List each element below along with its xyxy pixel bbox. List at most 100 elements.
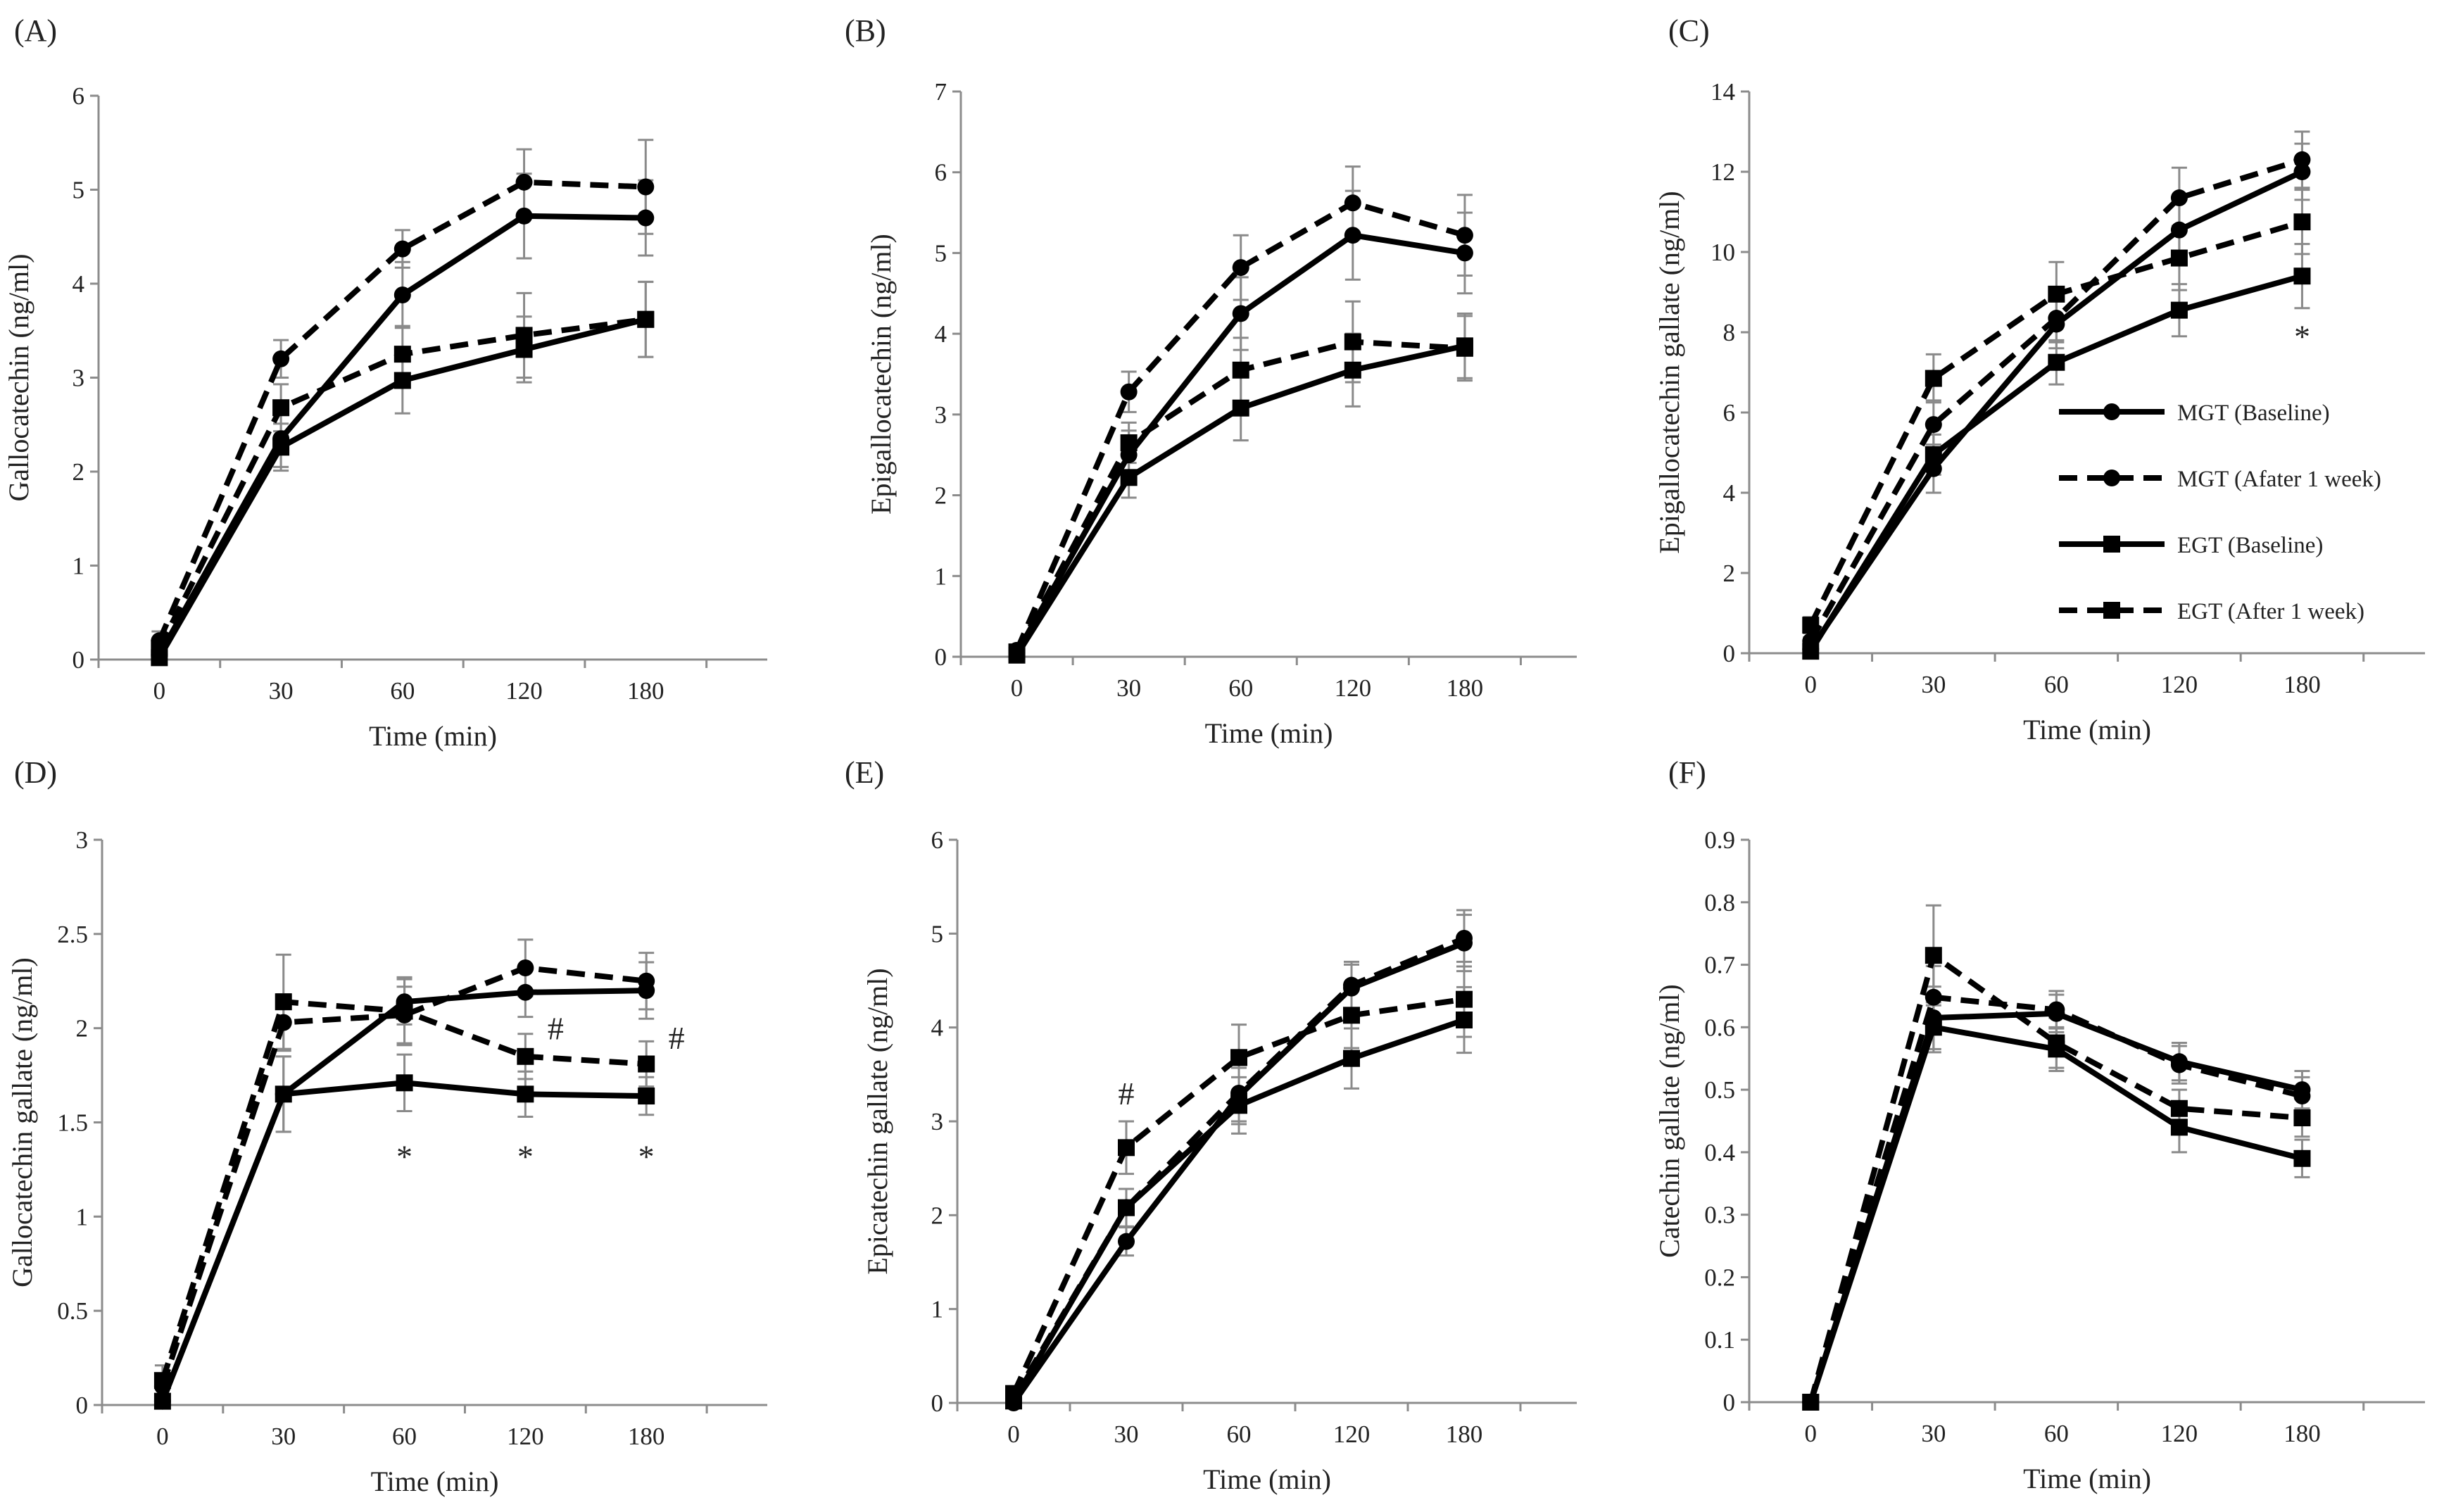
y-tick-label: 4: [931, 1014, 944, 1042]
data-point-mgt_base: [1232, 305, 1249, 322]
data-point-egt_week: [637, 310, 655, 328]
y-tick-label: 0.1: [1704, 1326, 1735, 1354]
data-point-egt_week: [275, 993, 292, 1011]
data-point-egt_base: [1925, 1019, 1942, 1036]
x-axis-title: Time (min): [1203, 1463, 1331, 1495]
y-tick-label: 8: [1723, 319, 1736, 346]
data-point-egt_week: [2048, 1034, 2065, 1052]
data-point-egt_base: [153, 1392, 171, 1410]
legend-entry-mgt_base: MGT (Baseline): [2059, 401, 2330, 426]
data-point-egt_week: [1230, 1049, 1247, 1066]
y-tick-label: 0: [76, 1392, 89, 1419]
data-point-egt_base: [515, 341, 533, 358]
data-point-egt_base: [1232, 399, 1249, 417]
data-point-egt_base: [2293, 267, 2311, 285]
data-point-egt_week: [1120, 434, 1138, 452]
y-axis-title: Epigallocatechin gallate (ng/ml): [1654, 191, 1685, 553]
data-point-egt_week: [1344, 333, 1361, 351]
data-point-mgt_week: [1232, 259, 1249, 277]
x-tick-label: 30: [269, 677, 294, 705]
data-point-mgt_week: [637, 178, 655, 196]
data-point-mgt_week: [2170, 1056, 2188, 1073]
data-point-egt_base: [1118, 1199, 1135, 1216]
y-tick-label: 2: [76, 1015, 89, 1042]
data-point-mgt_week: [2293, 1087, 2311, 1104]
legend-label: MGT (Baseline): [2177, 401, 2330, 426]
data-point-mgt_week: [2170, 189, 2188, 207]
y-tick-label: 1.5: [57, 1109, 88, 1137]
x-axis-title: Time (min): [2023, 714, 2151, 745]
y-tick-label: 0.5: [57, 1297, 88, 1325]
legend-label: EGT (After 1 week): [2177, 599, 2364, 624]
data-point-egt_week: [151, 639, 168, 657]
y-tick-label: 2.5: [57, 921, 88, 948]
y-tick-label: 6: [935, 159, 947, 187]
x-tick-label: 0: [1805, 671, 1818, 698]
data-point-mgt_base: [515, 207, 533, 225]
data-point-egt_base: [393, 372, 411, 389]
data-point-egt_week: [2170, 249, 2188, 267]
x-tick-label: 120: [507, 1423, 544, 1450]
panel-letter: (C): [1668, 13, 1710, 48]
data-point-mgt_week: [638, 972, 655, 990]
legend-label: MGT (Afater 1 week): [2177, 467, 2381, 492]
data-point-mgt_week: [1120, 383, 1138, 401]
y-tick-label: 0: [935, 643, 947, 671]
y-tick-label: 0.2: [1704, 1264, 1735, 1291]
y-tick-label: 0.4: [1704, 1139, 1735, 1166]
y-tick-label: 2: [931, 1202, 944, 1229]
y-tick-label: 1: [931, 1296, 944, 1323]
x-tick-label: 60: [390, 677, 415, 705]
data-point-mgt_week: [1456, 930, 1473, 947]
chart-panel-b: (B) 0 1 2 3 4 5 6 7 0 30 60 120 180 Time (min) Epigallo…: [845, 13, 1577, 749]
data-point-mgt_base: [637, 209, 655, 227]
y-tick-label: 4: [73, 270, 85, 298]
y-axis-title: Gallocatechin (ng/ml): [3, 253, 34, 501]
y-axis-title: Gallocatechin gallate (ng/ml): [6, 957, 38, 1287]
significance-marker: *: [396, 1139, 412, 1175]
y-tick-label: 0.7: [1704, 952, 1735, 979]
x-tick-label: 30: [1116, 674, 1141, 702]
x-tick-label: 30: [271, 1423, 296, 1450]
data-point-egt_base: [1230, 1097, 1247, 1114]
data-point-egt_base: [1344, 361, 1361, 379]
x-tick-label: 0: [1011, 674, 1023, 702]
data-point-mgt_week: [515, 173, 533, 191]
y-tick-label: 4: [1723, 479, 1736, 507]
data-point-mgt_base: [2293, 163, 2311, 180]
data-point-egt_week: [1456, 990, 1473, 1008]
chart-panel-c: (C) 0 2 4 6 8 10 12 14 0 30 60 120 180 Time (min) Epiga…: [1654, 13, 2425, 745]
x-tick-label: 30: [1921, 1420, 1946, 1447]
data-point-egt_base: [275, 1085, 292, 1103]
y-tick-label: 0: [1723, 1389, 1736, 1416]
data-point-egt_base: [2170, 301, 2188, 319]
panel-letter: (D): [14, 755, 57, 790]
x-axis-title: Time (min): [371, 1466, 499, 1497]
x-axis-title: Time (min): [2023, 1463, 2151, 1494]
data-point-egt_week: [1118, 1139, 1135, 1157]
x-tick-label: 0: [1805, 1420, 1818, 1447]
data-point-egt_week: [1343, 1007, 1360, 1024]
data-point-mgt_week: [1456, 227, 1473, 244]
data-point-mgt_week: [1925, 988, 1942, 1006]
legend-marker: [2103, 403, 2120, 420]
x-tick-label: 120: [1333, 1420, 1371, 1448]
y-tick-label: 6: [73, 82, 85, 110]
x-tick-label: 120: [2161, 671, 2198, 698]
data-point-egt_base: [1343, 1050, 1360, 1067]
y-tick-label: 7: [935, 78, 947, 106]
data-point-mgt_base: [1456, 244, 1473, 262]
y-tick-label: 0.8: [1704, 889, 1735, 916]
y-tick-label: 5: [73, 177, 85, 204]
y-tick-label: 5: [935, 239, 947, 267]
data-point-mgt_base: [393, 286, 411, 304]
significance-marker: #: [1119, 1076, 1135, 1111]
data-point-mgt_week: [272, 350, 290, 367]
y-tick-label: 0: [1723, 640, 1736, 667]
panel-letter: (B): [845, 13, 886, 48]
y-tick-label: 2: [1723, 560, 1736, 587]
y-tick-label: 1: [73, 553, 85, 580]
legend-entry-mgt_week: MGT (Afater 1 week): [2059, 467, 2381, 492]
